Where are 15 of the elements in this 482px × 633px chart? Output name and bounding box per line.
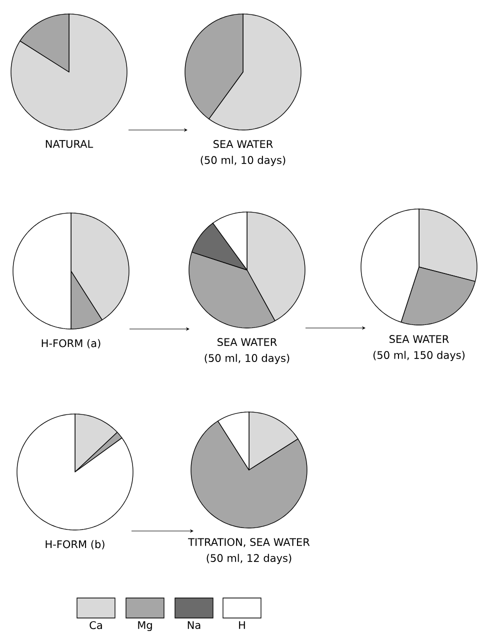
text: (50 ml, 10 days) [200,156,286,166]
text: H-FORM (b) [46,540,104,550]
text: SEA WATER [218,338,277,346]
text: (50 ml, 10 days) [204,354,290,364]
text: TITRATION, SEA WATER [188,538,310,548]
text: SEA WATER [390,335,449,344]
text: (50 ml, 150 days) [373,350,465,362]
legend-label: Ca [90,621,102,630]
text: (50 ml, 12 days) [206,554,292,564]
text: SEA WATER [214,140,273,148]
legend-label: Na [188,621,200,630]
legend-label: Mg [138,621,152,632]
legend-label: H [239,621,245,629]
text: H-FORM (a) [42,339,100,348]
text: NATURAL [46,140,94,148]
